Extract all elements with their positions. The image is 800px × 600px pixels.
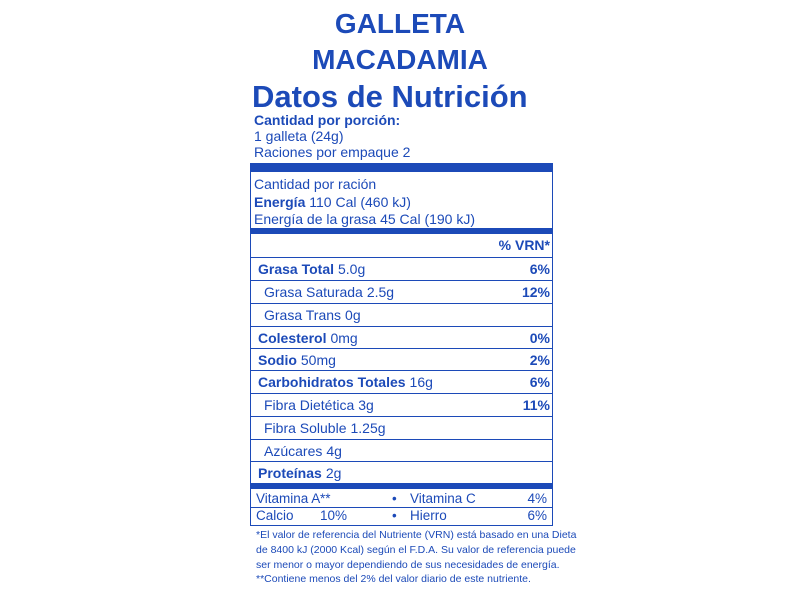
nutrient-amount: 16g	[409, 374, 433, 390]
nutrient-row: Grasa Saturada 2.5g 12%	[264, 281, 550, 303]
nutrient-row: Sodio 50mg 2%	[258, 349, 550, 371]
nutrient-name: Fibra Soluble	[264, 420, 347, 436]
footnote: **Contiene menos del 2% del valor diario…	[256, 573, 531, 585]
nutrient-name: Grasa Saturada	[264, 284, 363, 300]
nutrient-dv: 2%	[529, 352, 550, 368]
nutrient-row: Colesterol 0mg 0%	[258, 327, 550, 349]
nutrient-amount: 1.25g	[350, 420, 386, 436]
nutrient-row: Proteínas 2g	[258, 462, 550, 484]
rule	[250, 507, 553, 508]
fat-energy: Energía de la grasa 45 Cal (190 kJ)	[254, 211, 476, 227]
servings: Raciones por empaque 2	[254, 144, 411, 160]
bullet: •	[392, 491, 397, 506]
rule	[250, 461, 553, 462]
vitamin-name: Vitamina C	[410, 491, 476, 506]
nutrient-amount: 5.0g	[338, 261, 366, 277]
nutrient-name: Azúcares	[264, 443, 323, 459]
vitamin-value: 6%	[527, 508, 547, 523]
nutrient-name: Grasa Trans	[264, 307, 342, 323]
nutrient-name: Carbohidratos Totales	[258, 374, 406, 390]
energy-value: 110 Cal (460 kJ)	[309, 194, 411, 210]
nutrient-row: Azúcares 4g	[264, 440, 550, 462]
dv-header: % VRN*	[498, 237, 550, 253]
nutrient-row: Grasa Total 5.0g 6%	[258, 258, 550, 280]
nutrient-amount: 4g	[326, 443, 342, 459]
nutrient-row: Carbohidratos Totales 16g 6%	[258, 371, 550, 393]
nutrient-dv: 11%	[522, 397, 550, 413]
rule	[250, 280, 553, 281]
nutrient-name: Fibra Dietética	[264, 397, 355, 413]
nutrient-amount: 3g	[358, 397, 374, 413]
nutrient-row: Grasa Trans 0g	[264, 304, 550, 326]
energy: Energía 110 Cal (460 kJ)	[254, 194, 411, 210]
rule	[250, 439, 553, 440]
nutrient-name: Colesterol	[258, 330, 327, 346]
nutrient-dv: 12%	[521, 284, 550, 300]
vitamin-name: Calcio	[256, 508, 294, 523]
thick-bar	[250, 228, 553, 234]
rule	[250, 370, 553, 371]
amount-per: Cantidad por ración	[254, 176, 377, 192]
nutrient-row: Fibra Soluble 1.25g	[264, 417, 550, 439]
footnote: ser menor o mayor dependiendo de sus nec…	[256, 559, 560, 571]
title-line: GALLETA	[334, 8, 466, 39]
vitamin-value: 4%	[527, 491, 547, 506]
rule	[250, 348, 553, 349]
rule	[250, 326, 553, 327]
rule	[250, 525, 553, 526]
nutrient-dv: 6%	[529, 374, 550, 390]
rule	[250, 416, 553, 417]
heading: Datos de Nutrición	[252, 79, 528, 114]
footnote: de 8400 kJ (2000 Kcal) según el F.D.A. S…	[256, 544, 576, 556]
nutrient-amount: 2g	[325, 465, 342, 481]
vitamin-value: 10%	[320, 508, 348, 523]
rule	[250, 393, 553, 394]
serving-label: Cantidad por porción:	[254, 112, 401, 128]
nutrient-amount: 0mg	[330, 330, 358, 346]
nutrient-dv: 0%	[529, 330, 550, 346]
rule	[250, 257, 553, 258]
title-line: MACADAMIA	[312, 44, 488, 75]
thick-bar	[250, 163, 553, 172]
nutrient-dv: 6%	[529, 261, 550, 277]
vitamin-value: **	[320, 491, 331, 506]
rule	[250, 303, 553, 304]
energy-label: Energía	[254, 194, 306, 210]
nutrient-amount: 2.5g	[366, 284, 395, 300]
label-frame	[250, 163, 553, 525]
nutrient-name: Proteínas	[258, 465, 322, 481]
nutrient-row: Fibra Dietética 3g 11%	[264, 394, 550, 416]
vitamin-name: Hierro	[410, 508, 447, 523]
bullet: •	[392, 508, 397, 523]
footnote: *El valor de referencia del Nutriente (V…	[256, 529, 577, 541]
nutrient-name: Grasa Total	[258, 261, 334, 277]
serving-size: 1 galleta (24g)	[254, 128, 344, 144]
nutrient-name: Sodio	[258, 352, 297, 368]
vitamin-name: Vitamina A	[256, 491, 321, 506]
nutrient-amount: 0g	[345, 307, 361, 323]
nutrient-amount: 50mg	[300, 352, 336, 368]
thick-bar	[250, 483, 553, 489]
